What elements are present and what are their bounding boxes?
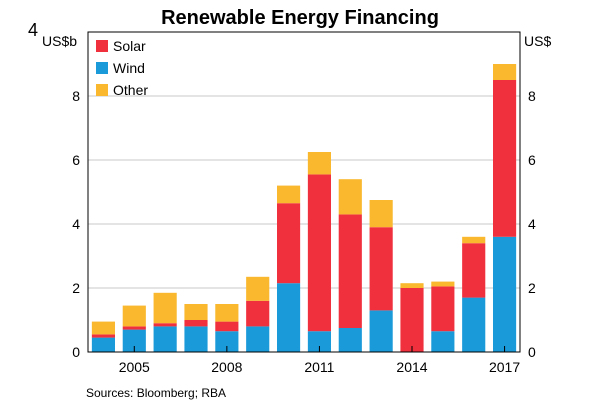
x-tick-label: 2017 [489,359,520,375]
y-tick-label-right: 4 [528,216,536,232]
bar-wind-2009 [246,326,270,352]
legend-label-wind: Wind [113,60,145,76]
bar-solar-2008 [215,321,239,332]
bar-wind-2007 [184,326,208,352]
source-note: Sources: Bloomberg; RBA [86,386,226,400]
bar-solar-2009 [246,300,270,327]
y-tick-label-right: 2 [528,280,536,296]
figure-number: 4 [28,20,38,40]
bar-other-2004 [91,321,115,335]
bar-solar-2016 [462,243,486,298]
bar-other-2013 [369,200,393,228]
legend-swatch-wind [96,62,108,74]
legend: Solar Wind Other [96,38,148,98]
chart-title: Renewable Energy Financing [161,7,439,29]
y-tick-label-left: 6 [72,152,80,168]
bar-other-2011 [307,152,331,175]
bar-solar-2010 [277,203,301,284]
bar-wind-2010 [277,283,301,352]
bar-other-2010 [277,185,301,204]
bar-wind-2008 [215,331,239,352]
bar-other-2009 [246,276,270,301]
bar-solar-2015 [431,286,455,332]
gridlines [88,95,520,289]
bar-wind-2004 [91,337,115,352]
bar-wind-2012 [338,328,362,352]
x-tick-label: 2011 [304,359,334,375]
y-tick-label-left: 4 [72,216,80,232]
bar-other-2012 [338,179,362,215]
bars [91,64,517,352]
y-axis-unit-left: US$b [42,33,77,49]
bar-other-2006 [153,292,177,324]
plot-frame [87,31,521,353]
bar-solar-2014 [400,288,424,352]
y-tick-label-right: 0 [528,344,536,360]
bar-solar-2006 [153,323,177,327]
bar-wind-2017 [493,236,517,352]
legend-swatch-other [96,84,108,96]
x-tick-label: 2005 [119,359,150,375]
axes: 0 0 2 2 4 4 6 6 8 8 2005 2008 2011 2014 2017 [72,31,536,375]
bar-wind-2013 [369,310,393,352]
legend-label-solar: Solar [113,38,146,54]
y-tick-label-left: 0 [72,344,80,360]
y-axis-unit-right: US$ [524,33,551,49]
y-tick-label-left: 8 [72,88,80,104]
bar-other-2015 [431,281,455,287]
bar-wind-2006 [153,326,177,352]
bar-solar-2011 [307,174,331,332]
bar-solar-2012 [338,214,362,328]
bar-other-2017 [493,64,517,80]
bar-solar-2004 [91,334,115,338]
y-tick-label-right: 6 [528,152,536,168]
bar-wind-2016 [462,297,486,352]
bar-other-2005 [122,305,146,327]
bar-wind-2015 [431,331,455,352]
bar-other-2016 [462,236,486,244]
bar-wind-2011 [307,331,331,352]
bar-other-2008 [215,304,239,322]
bar-other-2014 [400,283,424,288]
bar-solar-2017 [493,80,517,237]
x-tick-label: 2008 [211,359,242,375]
bar-solar-2007 [184,320,208,327]
y-tick-label-right: 8 [528,88,536,104]
bar-solar-2013 [369,227,393,311]
x-tick-label: 2014 [396,359,427,375]
bar-wind-2005 [122,329,146,352]
bar-other-2007 [184,304,208,320]
bar-solar-2005 [122,326,146,330]
y-tick-label-left: 2 [72,280,80,296]
legend-swatch-solar [96,40,108,52]
legend-label-other: Other [113,82,148,98]
